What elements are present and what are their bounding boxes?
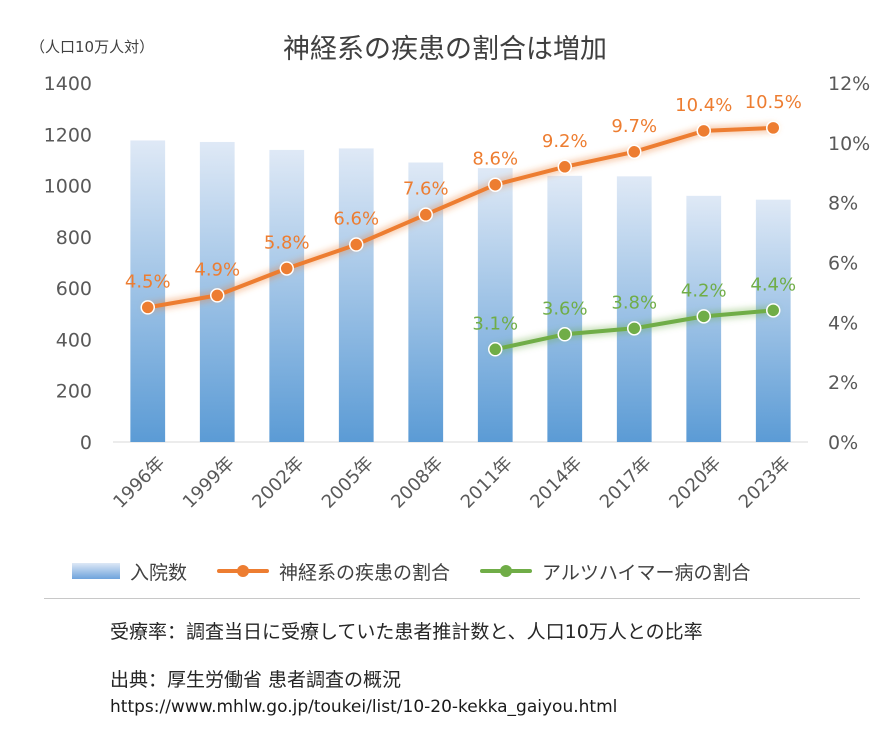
- x-tick-label: 2020年: [665, 453, 725, 513]
- data-label: 4.4%: [750, 274, 796, 295]
- data-point: [627, 144, 642, 160]
- y-left-tick-label: 1400: [44, 73, 92, 95]
- y-left-tick-label: 400: [56, 329, 92, 351]
- data-label: 6.6%: [333, 209, 379, 230]
- legend-bar-swatch: [72, 563, 120, 579]
- data-label: 10.4%: [675, 95, 732, 116]
- data-label: 4.5%: [125, 271, 171, 292]
- legend-neuro-swatch: [217, 565, 270, 577]
- data-label: 4.2%: [681, 280, 727, 301]
- y-right-tick-label: 4%: [828, 312, 858, 334]
- source-url: https://www.mhlw.go.jp/toukei/list/10-20…: [110, 697, 618, 717]
- bar: [616, 176, 652, 442]
- data-point: [210, 288, 225, 303]
- source-text: 出典：厚生労働省 患者調査の概況: [110, 669, 402, 691]
- data-point: [766, 120, 781, 136]
- bar: [477, 168, 513, 443]
- data-point: [766, 303, 781, 318]
- bar: [269, 149, 305, 442]
- legend-item-alz: アルツハイマー病の割合: [480, 558, 750, 585]
- chart: （人口10万人対） 神経系の疾患の割合は増加 0 200 400 600 800 1000…: [30, 34, 870, 513]
- bar: [130, 140, 166, 442]
- footnote: 受療率：調査当日に受療していた患者推計数と、人口10万人との比率: [110, 621, 703, 643]
- data-label: 8.6%: [472, 149, 518, 170]
- y-left-tick-label: 800: [56, 227, 92, 249]
- data-label: 3.6%: [542, 298, 588, 319]
- series-line-glow: [142, 122, 779, 313]
- data-point: [696, 309, 711, 324]
- legend-bars-label: 入院数: [130, 561, 188, 584]
- y-left-tick-label: 0: [80, 432, 92, 454]
- bar: [547, 175, 583, 442]
- x-tick-label: 2005年: [318, 453, 378, 513]
- y-right-tick-label: 8%: [828, 193, 858, 215]
- data-point: [627, 321, 642, 336]
- y-right-tick-label: 2%: [828, 372, 858, 394]
- y-left-tick-label: 1000: [44, 176, 92, 198]
- unit-label: （人口10万人対）: [30, 38, 154, 56]
- y-right-tick-label: 6%: [828, 253, 858, 275]
- data-label: 3.1%: [472, 313, 518, 334]
- data-label: 4.9%: [194, 259, 240, 280]
- legend-alz-label: アルツハイマー病の割合: [542, 561, 751, 584]
- data-point: [488, 342, 503, 357]
- data-label: 10.5%: [745, 92, 802, 113]
- x-tick-label: 2008年: [387, 453, 447, 513]
- y-right-tick-label: 0%: [828, 432, 858, 454]
- y-left-tick-label: 600: [56, 278, 92, 300]
- bar: [755, 199, 791, 442]
- x-tick-label: 1999年: [179, 453, 239, 513]
- x-tick-label: 2002年: [248, 453, 308, 513]
- data-point: [557, 327, 572, 342]
- bar: [338, 148, 374, 442]
- data-point: [418, 207, 433, 222]
- x-tick-label: 2011年: [457, 453, 517, 513]
- data-point: [557, 159, 572, 175]
- legend: 入院数 神経系の疾患の割合 アルツハイマー病の割合: [72, 556, 832, 586]
- data-point: [279, 261, 294, 276]
- data-point: [349, 237, 364, 252]
- x-tick-label: 2023年: [735, 453, 795, 513]
- data-label: 7.6%: [403, 179, 449, 200]
- y-right-tick-label: 12%: [828, 73, 870, 95]
- divider: [44, 598, 860, 599]
- x-tick-label: 2014年: [526, 453, 586, 513]
- series-line: [145, 125, 776, 310]
- x-tick-label: 1996年: [109, 453, 169, 513]
- y-right-tick-label: 10%: [828, 133, 870, 155]
- data-label: 9.7%: [611, 116, 657, 137]
- data-label: 9.2%: [542, 131, 588, 152]
- x-tick-label: 2017年: [596, 453, 656, 513]
- data-label: 3.8%: [611, 292, 657, 313]
- legend-item-neuro: 神経系の疾患の割合: [217, 558, 450, 585]
- legend-item-bars: 入院数: [72, 558, 187, 585]
- y-left-tick-label: 200: [56, 381, 92, 403]
- data-point: [696, 123, 711, 139]
- data-point: [140, 300, 155, 315]
- legend-alz-swatch: [480, 565, 533, 577]
- chart-title: 神経系の疾患の割合は増加: [283, 34, 607, 65]
- data-label: 5.8%: [264, 232, 310, 253]
- legend-neuro-label: 神経系の疾患の割合: [279, 561, 451, 584]
- data-point: [488, 177, 503, 192]
- y-left-tick-label: 1200: [44, 124, 92, 146]
